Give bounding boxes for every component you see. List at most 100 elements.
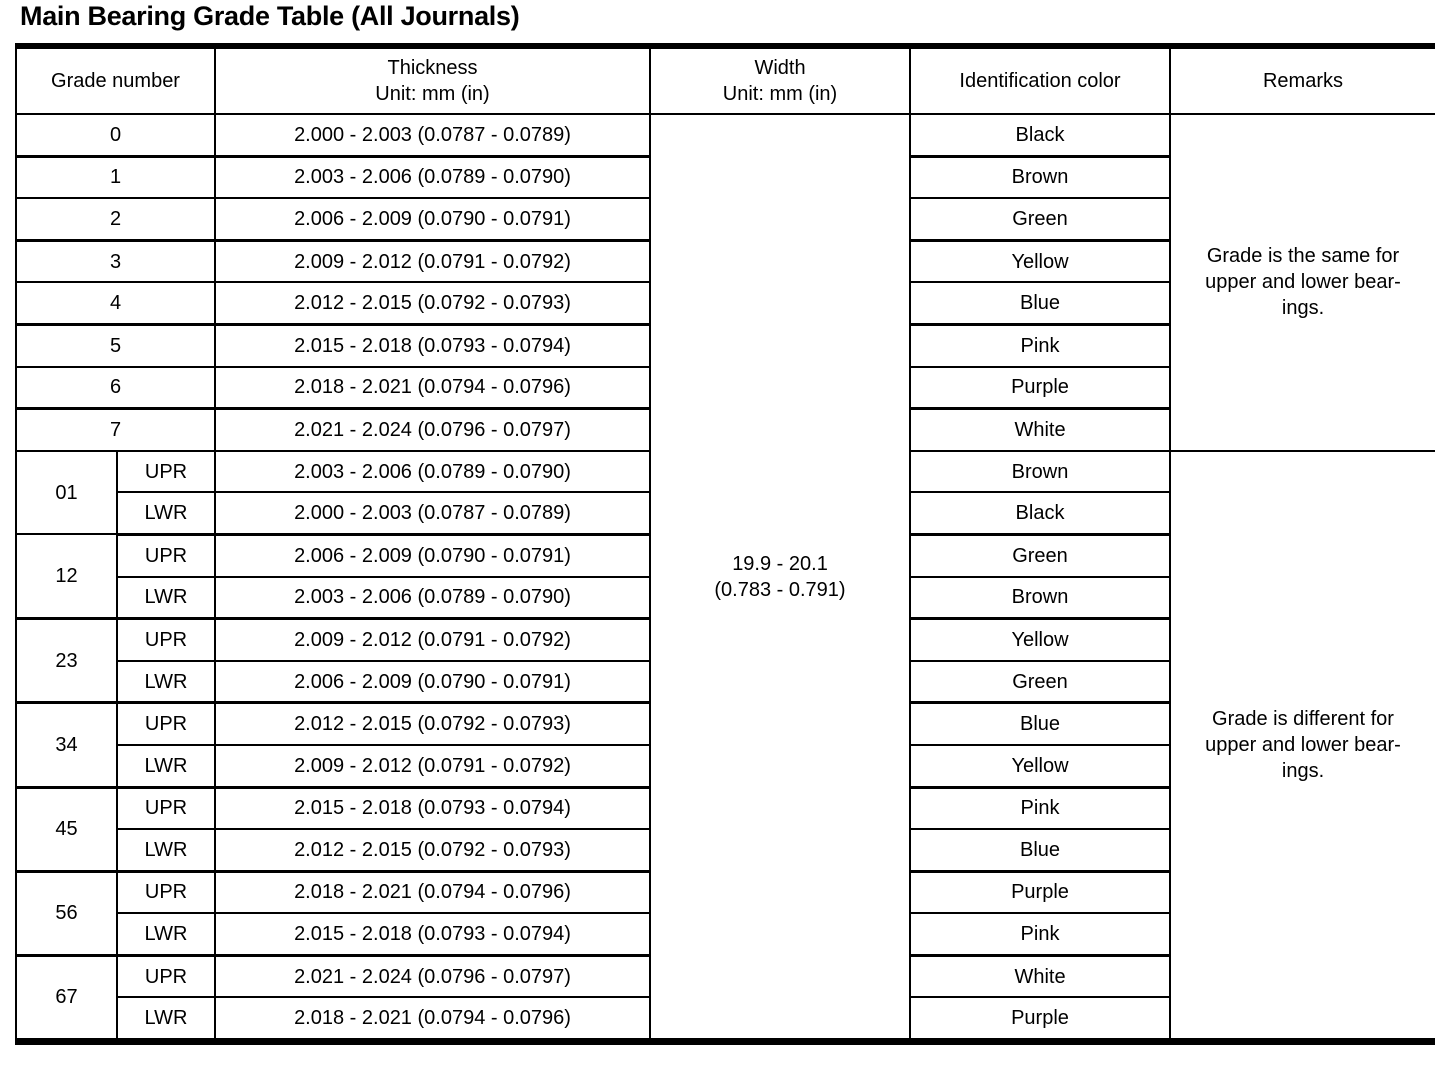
grade-cell: 01	[15, 449, 118, 536]
color-cell: Blue	[909, 281, 1171, 326]
color-cell: Blue	[909, 701, 1171, 746]
grade-cell: 67	[15, 954, 118, 1043]
main-bearing-grade-table: Grade number Thickness Unit: mm (in) Wid…	[15, 43, 1435, 1046]
header-remarks: Remarks	[1169, 45, 1435, 115]
color-cell: Black	[909, 112, 1171, 158]
thickness-cell: 2.003 - 2.006 (0.0789 - 0.0790)	[214, 155, 651, 200]
color-cell: Pink	[909, 912, 1171, 957]
width-cell: 19.9 - 20.1 (0.783 - 0.791)	[649, 113, 911, 1043]
color-cell: White	[909, 407, 1171, 452]
thickness-cell: 2.009 - 2.012 (0.0791 - 0.0792)	[214, 239, 651, 284]
grade-cell: 5	[15, 323, 216, 368]
position-cell-upr: UPR	[116, 785, 216, 831]
position-cell-lwr: LWR	[116, 828, 216, 873]
grade-cell: 3	[15, 239, 216, 284]
table-row: 01 UPR 2.003 - 2.006 (0.0789 - 0.0790) B…	[15, 449, 1435, 1043]
thickness-cell: 2.012 - 2.015 (0.0792 - 0.0793)	[214, 281, 651, 326]
grade-cell: 0	[15, 112, 216, 158]
thickness-cell: 2.006 - 2.009 (0.0790 - 0.0791)	[214, 197, 651, 242]
table-row: 67 UPR 2.021 - 2.024 (0.0796 - 0.0797) W…	[15, 954, 1435, 1043]
thickness-cell: 2.015 - 2.018 (0.0793 - 0.0794)	[214, 912, 651, 957]
color-cell: Yellow	[909, 743, 1171, 789]
grade-cell: 4	[15, 281, 216, 326]
color-cell: Purple	[909, 996, 1171, 1043]
remarks-cell-different: Grade is different for upper and lower b…	[1169, 449, 1435, 1043]
color-cell: Green	[909, 533, 1171, 578]
table-row: 45 UPR 2.015 - 2.018 (0.0793 - 0.0794) P…	[15, 785, 1435, 873]
color-cell: Black	[909, 491, 1171, 536]
color-cell: Pink	[909, 323, 1171, 368]
header-row: Grade number Thickness Unit: mm (in) Wid…	[15, 45, 1435, 115]
thickness-cell: 2.006 - 2.009 (0.0790 - 0.0791)	[214, 659, 651, 705]
table-row: 23 UPR 2.009 - 2.012 (0.0791 - 0.0792) Y…	[15, 617, 1435, 705]
color-cell: Brown	[909, 155, 1171, 200]
thickness-cell: 2.015 - 2.018 (0.0793 - 0.0794)	[214, 785, 651, 831]
grade-cell: 1	[15, 155, 216, 200]
position-cell-lwr: LWR	[116, 743, 216, 789]
table-row: 12 UPR 2.006 - 2.009 (0.0790 - 0.0791) G…	[15, 533, 1435, 621]
thickness-cell: 2.000 - 2.003 (0.0787 - 0.0789)	[214, 112, 651, 158]
table-row: 0 2.000 - 2.003 (0.0787 - 0.0789) 19.9 -…	[15, 112, 1435, 1043]
thickness-cell: 2.009 - 2.012 (0.0791 - 0.0792)	[214, 743, 651, 789]
position-cell-lwr: LWR	[116, 912, 216, 957]
thickness-cell: 2.009 - 2.012 (0.0791 - 0.0792)	[214, 617, 651, 662]
grade-cell: 12	[15, 533, 118, 621]
position-cell-lwr: LWR	[116, 659, 216, 705]
color-cell: Pink	[909, 785, 1171, 831]
table-row: 3 2.009 - 2.012 (0.0791 - 0.0792) Yellow	[15, 239, 1435, 284]
table-row: 6 2.018 - 2.021 (0.0794 - 0.0796) Purple	[15, 365, 1435, 411]
grade-cell: 45	[15, 785, 118, 873]
table-row: 56 UPR 2.018 - 2.021 (0.0794 - 0.0796) P…	[15, 870, 1435, 957]
grade-cell: 7	[15, 407, 216, 452]
grade-cell: 6	[15, 365, 216, 411]
thickness-cell: 2.015 - 2.018 (0.0793 - 0.0794)	[214, 323, 651, 368]
color-cell: White	[909, 954, 1171, 999]
thickness-cell: 2.021 - 2.024 (0.0796 - 0.0797)	[214, 407, 651, 452]
position-cell-upr: UPR	[116, 870, 216, 915]
table-row: 1 2.003 - 2.006 (0.0789 - 0.0790) Brown	[15, 155, 1435, 200]
table-row: LWR 2.009 - 2.012 (0.0791 - 0.0792) Yell…	[16, 743, 1435, 789]
position-cell-upr: UPR	[116, 533, 216, 578]
header-identification-color: Identification color	[909, 45, 1171, 115]
position-cell-upr: UPR	[116, 954, 216, 999]
position-cell-lwr: LWR	[116, 575, 216, 621]
table-row: LWR 2.018 - 2.021 (0.0794 - 0.0796) Purp…	[16, 996, 1435, 1043]
page-title: Main Bearing Grade Table (All Journals)	[20, 1, 520, 31]
color-cell: Green	[909, 659, 1171, 705]
position-cell-lwr: LWR	[116, 996, 216, 1043]
thickness-cell: 2.021 - 2.024 (0.0796 - 0.0797)	[214, 954, 651, 999]
header-grade-number: Grade number	[15, 45, 216, 115]
table-row: LWR 2.012 - 2.015 (0.0792 - 0.0793) Blue	[16, 828, 1435, 873]
grade-cell: 23	[15, 617, 118, 705]
thickness-cell: 2.012 - 2.015 (0.0792 - 0.0793)	[214, 701, 651, 746]
remarks-cell-same: Grade is the same for upper and lower be…	[1169, 113, 1435, 452]
position-cell-lwr: LWR	[116, 491, 216, 536]
color-cell: Purple	[909, 365, 1171, 411]
color-cell: Yellow	[909, 239, 1171, 284]
position-cell-upr: UPR	[116, 449, 216, 494]
table-row: LWR 2.015 - 2.018 (0.0793 - 0.0794) Pink	[16, 912, 1435, 957]
position-cell-upr: UPR	[116, 617, 216, 662]
table-row: LWR 2.006 - 2.009 (0.0790 - 0.0791) Gree…	[16, 659, 1435, 705]
color-cell: Green	[909, 197, 1171, 242]
position-cell-upr: UPR	[116, 701, 216, 746]
thickness-cell: 2.006 - 2.009 (0.0790 - 0.0791)	[214, 533, 651, 578]
thickness-cell: 2.018 - 2.021 (0.0794 - 0.0796)	[214, 996, 651, 1043]
color-cell: Yellow	[909, 617, 1171, 662]
thickness-cell: 2.012 - 2.015 (0.0792 - 0.0793)	[214, 828, 651, 873]
table-row: 2 2.006 - 2.009 (0.0790 - 0.0791) Green	[15, 197, 1435, 242]
thickness-cell: 2.003 - 2.006 (0.0789 - 0.0790)	[214, 575, 651, 621]
thickness-cell: 2.018 - 2.021 (0.0794 - 0.0796)	[214, 365, 651, 411]
table-row: 5 2.015 - 2.018 (0.0793 - 0.0794) Pink	[15, 323, 1435, 368]
color-cell: Blue	[909, 828, 1171, 873]
header-thickness: Thickness Unit: mm (in)	[214, 45, 651, 115]
thickness-cell: 2.003 - 2.006 (0.0789 - 0.0790)	[214, 449, 651, 494]
color-cell: Brown	[909, 449, 1171, 494]
thickness-cell: 2.000 - 2.003 (0.0787 - 0.0789)	[214, 491, 651, 536]
color-cell: Brown	[909, 575, 1171, 621]
grade-cell: 34	[15, 701, 118, 789]
thickness-cell: 2.018 - 2.021 (0.0794 - 0.0796)	[214, 870, 651, 915]
header-width: Width Unit: mm (in)	[649, 45, 911, 115]
grade-cell: 56	[15, 870, 118, 957]
table-row: LWR 2.000 - 2.003 (0.0787 - 0.0789) Blac…	[16, 491, 1435, 536]
